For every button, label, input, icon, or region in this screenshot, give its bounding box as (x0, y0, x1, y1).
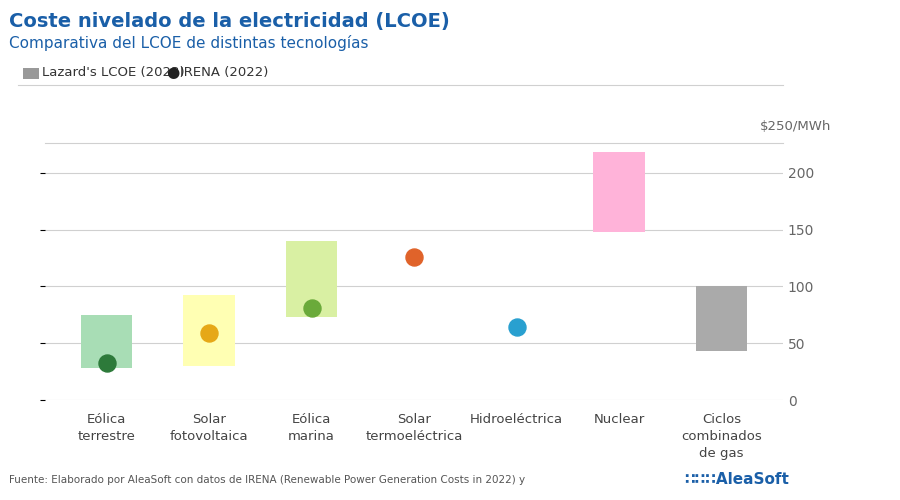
Bar (696, 286, 747, 351)
Text: Coste nivelado de la electricidad (LCOE): Coste nivelado de la electricidad (LCOE) (9, 12, 450, 32)
Text: ●: ● (166, 65, 180, 80)
Text: $250/MWh: $250/MWh (760, 120, 831, 132)
Bar (184, 296, 235, 366)
Text: ∷∷∷AleaSoft: ∷∷∷AleaSoft (684, 472, 789, 488)
Bar (593, 152, 644, 232)
Point (99, 358, 113, 366)
Text: IRENA (2022): IRENA (2022) (180, 66, 268, 79)
Text: Comparativa del LCOE de distintas tecnologías: Comparativa del LCOE de distintas tecnol… (9, 35, 368, 51)
Bar (286, 241, 338, 317)
Text: Fuente: Elaborado por AleaSoft con datos de IRENA (Renewable Power Generation Co: Fuente: Elaborado por AleaSoft con datos… (9, 475, 525, 485)
Point (509, 324, 524, 332)
Bar (81, 315, 132, 368)
Point (304, 304, 319, 312)
Point (407, 253, 421, 261)
Text: Lazard's LCOE (2023): Lazard's LCOE (2023) (42, 66, 184, 79)
Point (202, 329, 216, 337)
